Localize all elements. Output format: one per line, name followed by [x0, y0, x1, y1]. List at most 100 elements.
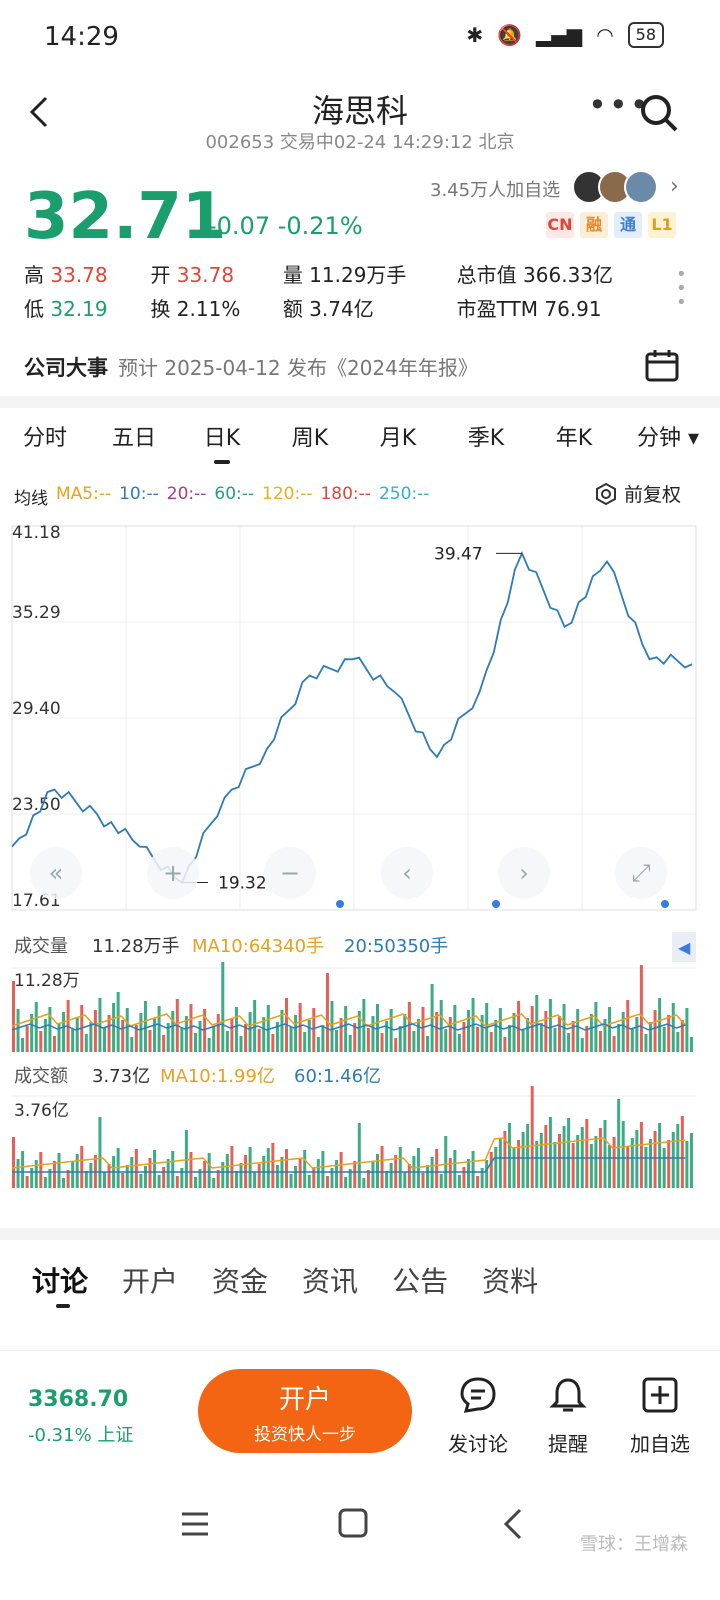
- index-change[interactable]: -0.31% 上证: [28, 1425, 134, 1446]
- more-vertical-icon[interactable]: • • •: [676, 264, 687, 313]
- volume-bar: [548, 999, 552, 1052]
- amount-bar: [512, 1148, 516, 1188]
- tab-daily[interactable]: 日K: [178, 420, 266, 470]
- back-icon[interactable]: [22, 94, 58, 130]
- volume-bar: [103, 1027, 106, 1052]
- tab-yearly[interactable]: 年K: [555, 426, 593, 451]
- back-nav-icon[interactable]: [503, 1508, 522, 1540]
- volume-bar: [612, 1036, 616, 1052]
- volume-bar: [494, 1020, 498, 1052]
- tab-discussion[interactable]: 讨论: [32, 1260, 88, 1308]
- tab-quarterly[interactable]: 季K: [467, 426, 505, 451]
- amount-bar: [494, 1147, 498, 1188]
- volume-bar: [366, 1028, 370, 1052]
- expand-icon-glyph: ⤢: [631, 859, 650, 887]
- tab-profile[interactable]: 资料: [482, 1265, 539, 1298]
- stock-name: 海思科: [311, 92, 408, 130]
- amount-bar: [444, 1136, 448, 1188]
- prev-icon[interactable]: [381, 847, 433, 899]
- amount-bar: [539, 1133, 543, 1188]
- mute-icon: 🔕: [497, 23, 523, 47]
- turnover-label: 换: [150, 296, 171, 321]
- signal-icon: ▂▄▆: [536, 23, 583, 47]
- open-account-button[interactable]: 开户 投资快人一步: [198, 1369, 412, 1453]
- tab-minute[interactable]: 分钟 ▾: [636, 426, 700, 451]
- search-icon[interactable]: [638, 92, 680, 134]
- amount-value: 3.74亿: [309, 296, 374, 321]
- amount-bar: [498, 1139, 502, 1188]
- volume-bar: [166, 1023, 170, 1052]
- adjust-toggle[interactable]: 前复权: [594, 480, 681, 507]
- volume-bar: [21, 1038, 25, 1052]
- open-label: 开: [150, 262, 171, 287]
- next-icon[interactable]: [498, 847, 550, 899]
- market-cap-value: 366.33亿: [523, 262, 614, 287]
- volume-bar: [580, 1038, 584, 1052]
- menu-icon[interactable]: [182, 1512, 208, 1536]
- expand-icon[interactable]: [615, 847, 667, 899]
- low-value: 32.19: [50, 296, 108, 321]
- amount-bar: [621, 1121, 625, 1188]
- amount-bar: [407, 1164, 411, 1188]
- rewind-icon[interactable]: [30, 847, 82, 899]
- volume-label: 量: [282, 262, 303, 287]
- amount-bar: [57, 1153, 61, 1188]
- avatar: [624, 170, 658, 204]
- amount-bar: [389, 1163, 393, 1188]
- volume-bar: [480, 1015, 484, 1052]
- index-value[interactable]: 3368.70: [28, 1387, 129, 1412]
- amount-bar: [653, 1131, 657, 1188]
- divider: [0, 1228, 720, 1240]
- collapse-toggle[interactable]: [672, 932, 696, 962]
- event-dot: [661, 900, 669, 908]
- tab-monthly[interactable]: 月K: [379, 426, 417, 451]
- amount-bar: [234, 1171, 238, 1188]
- add-watchlist-button[interactable]: 加自选: [620, 1375, 700, 1457]
- amount-bar: [207, 1153, 211, 1188]
- more-icon[interactable]: •••: [588, 86, 651, 124]
- tab-funds[interactable]: 资金: [212, 1265, 269, 1298]
- amount-bar: [198, 1169, 202, 1188]
- calendar-icon[interactable]: [644, 348, 680, 382]
- amount-bar: [25, 1176, 29, 1188]
- amount-bar: [134, 1149, 138, 1188]
- alert-button[interactable]: 提醒: [528, 1375, 608, 1457]
- amount-bar: [671, 1132, 675, 1188]
- company-events[interactable]: 公司大事 预计 2025-04-12 发布《2024年年报》: [24, 350, 696, 382]
- follower-avatars[interactable]: [572, 170, 658, 204]
- followers-count[interactable]: 3.45万人加自选: [430, 180, 561, 201]
- amount-bar: [21, 1151, 25, 1188]
- post-button[interactable]: 发讨论: [438, 1375, 518, 1457]
- period-tabs: 分时 五日 日K 周K 月K 季K 年K 分钟 ▾: [0, 420, 720, 470]
- tab-weekly[interactable]: 周K: [291, 426, 329, 451]
- volume-title: 成交量: [14, 936, 68, 957]
- amount-bar: [421, 1173, 425, 1188]
- quote-stats: 高 33.78 开 33.78 量 11.29万手 总市值 366.33亿 低 …: [24, 256, 674, 324]
- x-tick-label: 2023-12: [80, 1204, 155, 1206]
- amount-bar: [66, 1170, 70, 1188]
- tab-announcements[interactable]: 公告: [392, 1265, 449, 1298]
- tab-5day[interactable]: 五日: [111, 426, 156, 451]
- zoom-out-icon[interactable]: [264, 847, 316, 899]
- amount-title: 成交额: [14, 1066, 68, 1087]
- volume-bar: [262, 1017, 266, 1052]
- volume-bar: [589, 1014, 593, 1052]
- tab-news[interactable]: 资讯: [302, 1265, 359, 1298]
- amount-bar: [175, 1176, 179, 1188]
- y-tick-label: 35.29: [12, 603, 61, 623]
- volume-bar: [416, 1019, 420, 1052]
- volume-bar: [180, 1028, 184, 1052]
- volume-bar: [571, 1021, 575, 1052]
- amount-bar: [121, 1173, 125, 1188]
- chevron-right-icon[interactable]: ›: [670, 174, 679, 199]
- tab-intraday[interactable]: 分时: [22, 426, 67, 451]
- home-icon[interactable]: [338, 1508, 368, 1538]
- zoom-in-icon[interactable]: [147, 847, 199, 899]
- market-tags: CN 融 通 L1: [546, 212, 676, 238]
- volume-bar: [476, 1027, 480, 1052]
- amount-bar: [230, 1146, 234, 1188]
- amount-bar: [98, 1117, 102, 1188]
- tab-open-account[interactable]: 开户: [122, 1265, 179, 1298]
- amount-bar: [589, 1144, 593, 1188]
